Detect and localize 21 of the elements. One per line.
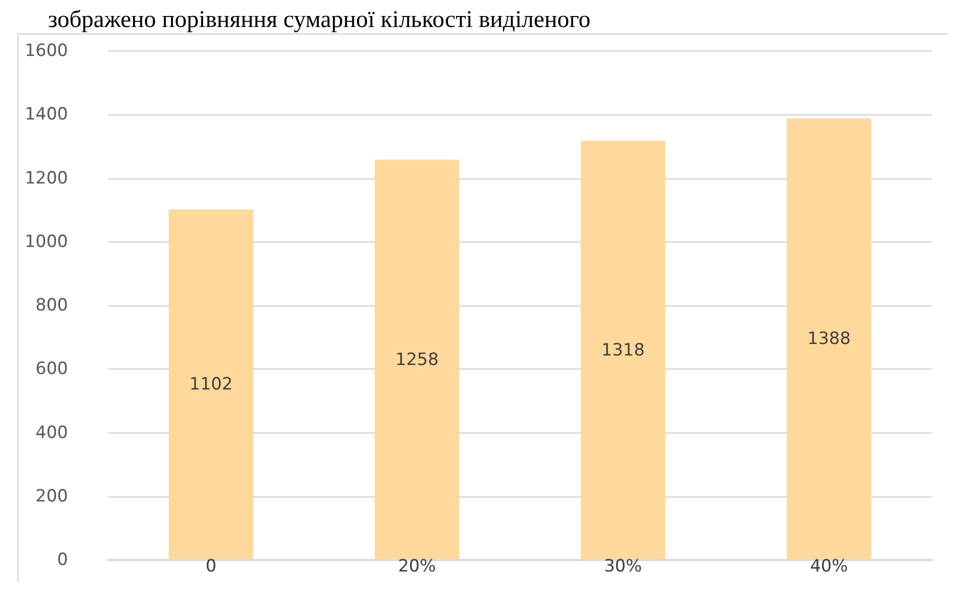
y-tick-label: 1600: [24, 41, 68, 61]
bar: [786, 118, 872, 560]
x-tick-label: 30%: [604, 556, 642, 576]
data-label: 1388: [807, 329, 851, 350]
x-tick-label: 0: [206, 556, 216, 576]
data-label: 1102: [189, 374, 233, 395]
y-tick-label: 1000: [24, 232, 68, 252]
y-tick-label: 800: [36, 296, 68, 316]
y-tick-label: 1200: [24, 168, 68, 188]
text: зображено порівняння сумарної кількості виділеного: [48, 7, 590, 33]
data-label: 1258: [395, 350, 439, 370]
bar: [168, 209, 254, 560]
y-tick-label: 200: [36, 486, 68, 506]
y-tick-label: 600: [36, 359, 68, 380]
x-tick-label: 40%: [810, 556, 848, 576]
data-label: 1318: [601, 340, 645, 360]
bar: [580, 140, 666, 560]
x-tick-label: 20%: [398, 556, 436, 576]
bar: [374, 160, 460, 560]
y-tick-label: 400: [36, 422, 68, 443]
y-tick-label: 1400: [24, 104, 68, 125]
